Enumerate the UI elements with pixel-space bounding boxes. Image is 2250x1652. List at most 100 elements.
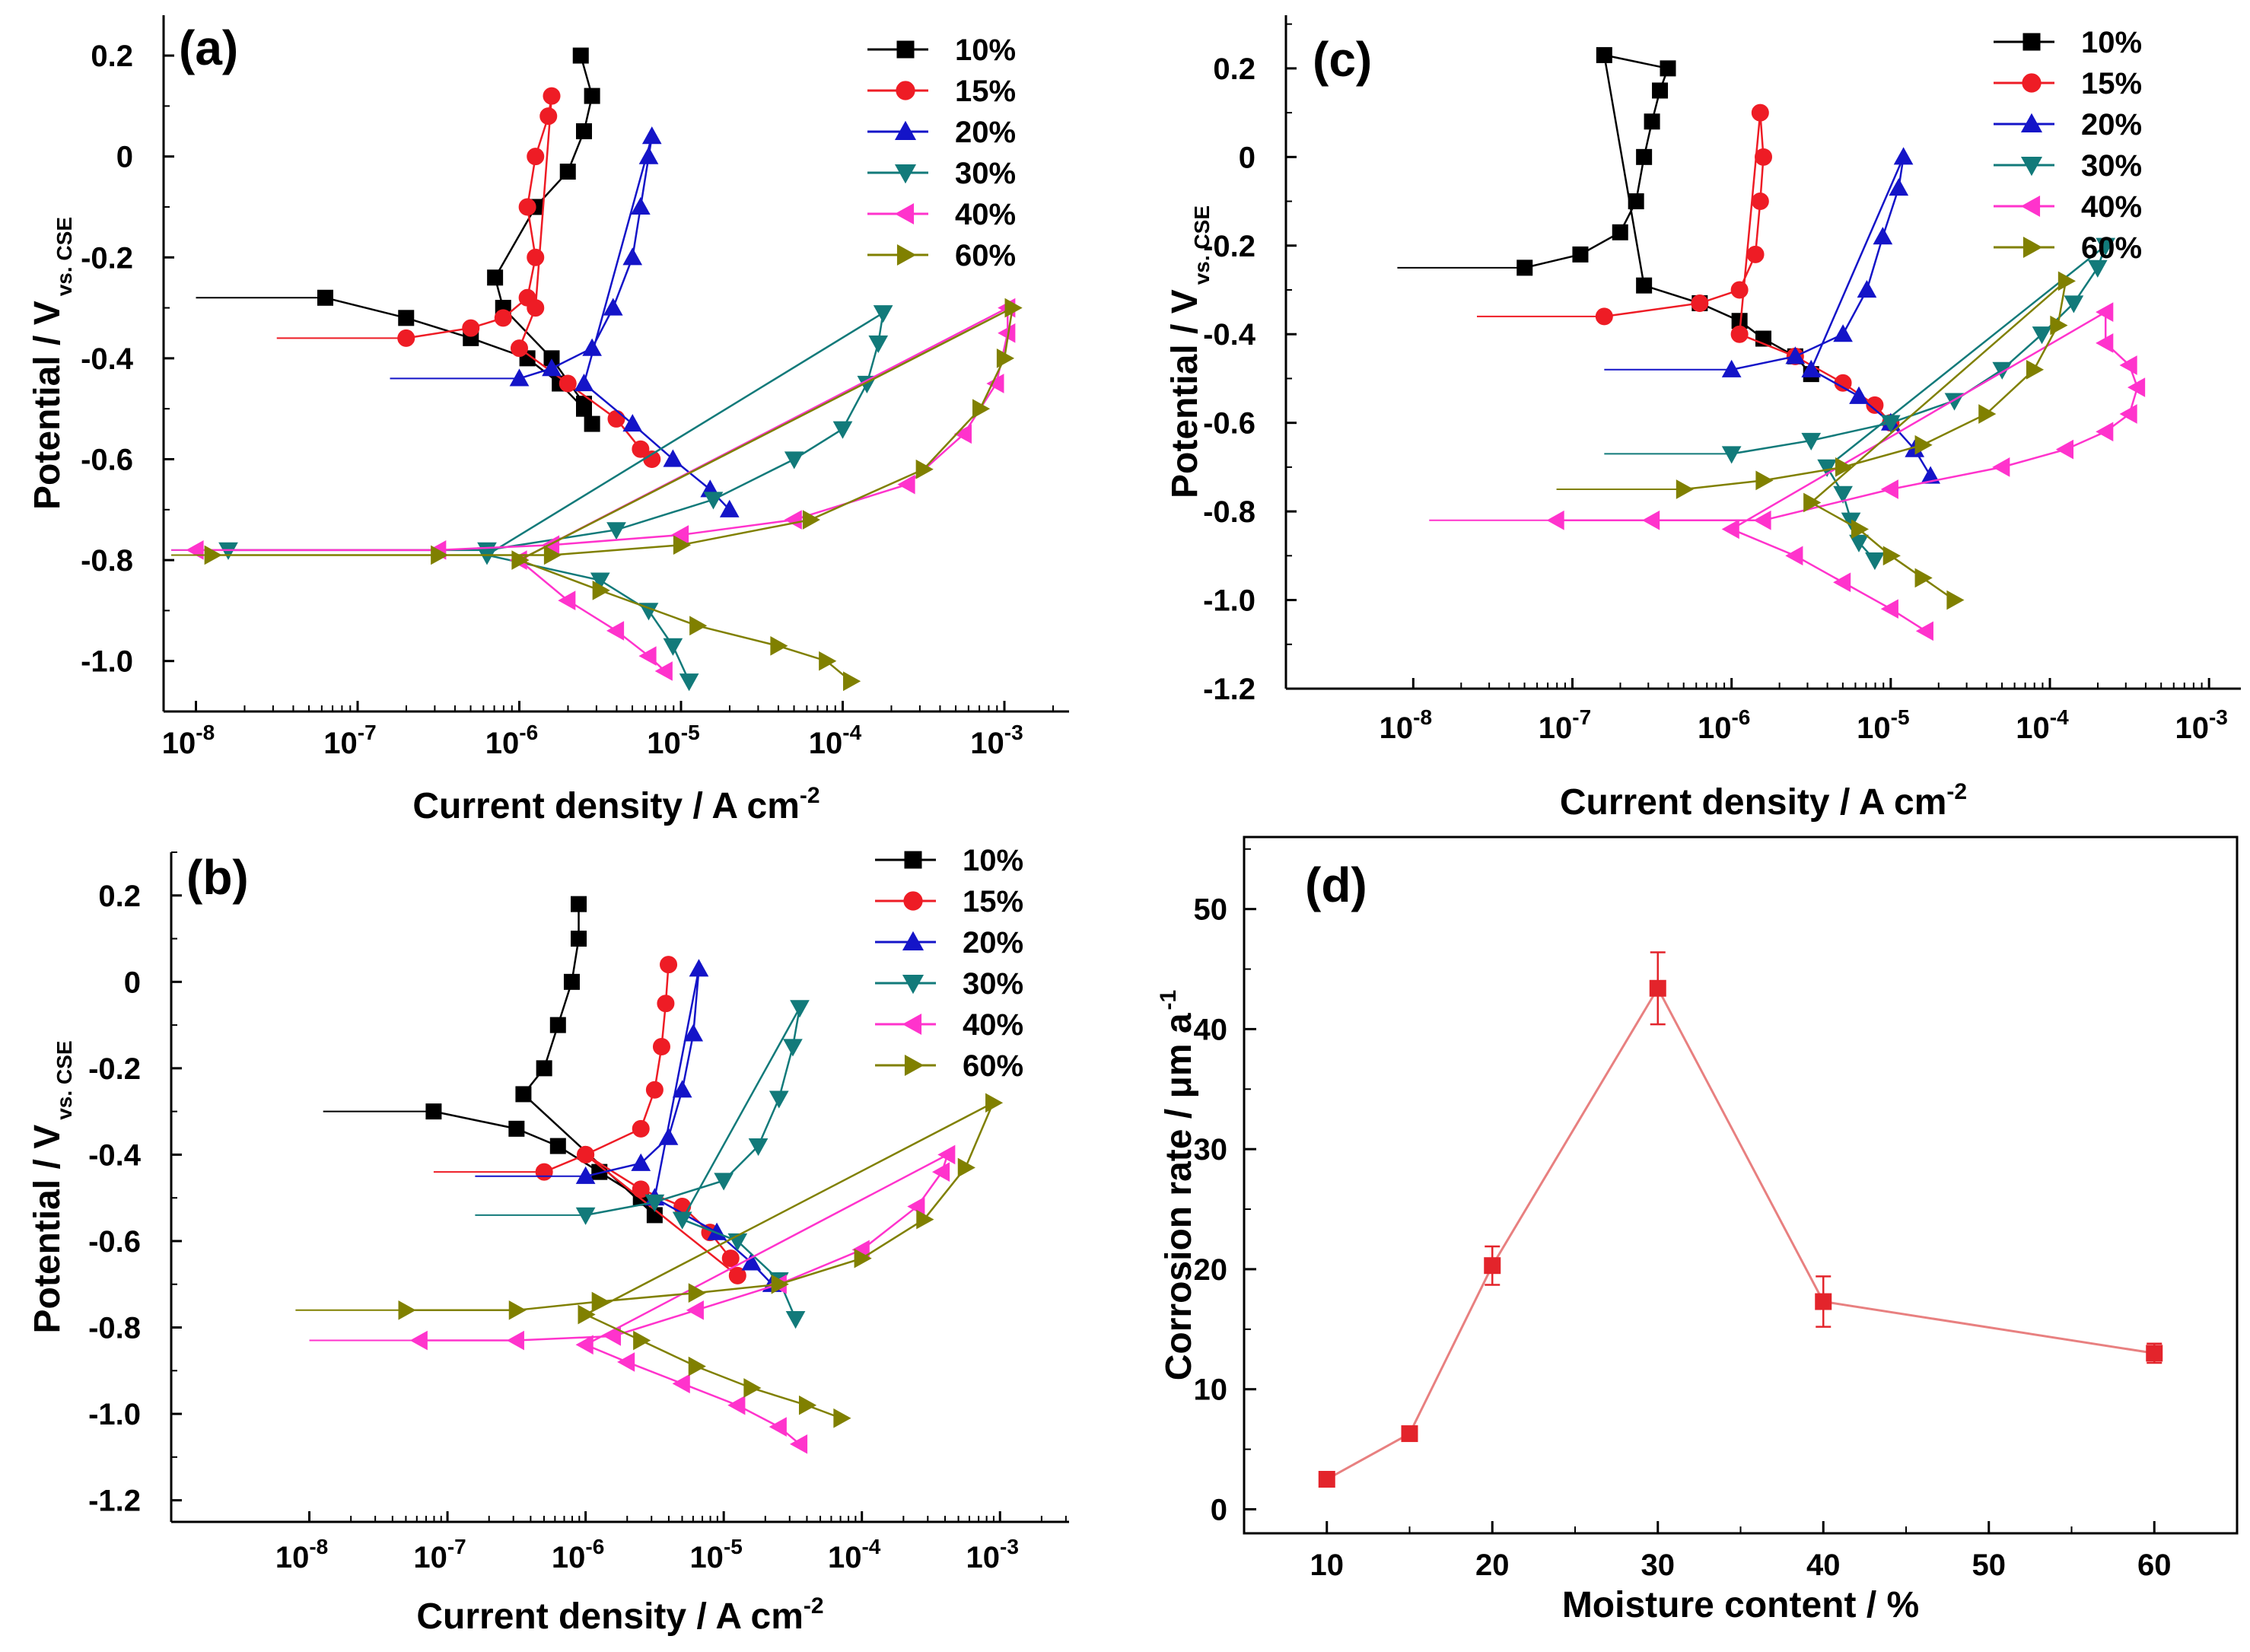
- data-point: [571, 931, 587, 947]
- legend-label: 10%: [955, 33, 1016, 67]
- y-tick-label: 0: [1211, 1493, 1227, 1526]
- data-point: [663, 638, 683, 656]
- data-point: [689, 959, 709, 977]
- data-point: [1992, 361, 2013, 380]
- x-tick-exponent: -7: [1572, 705, 1591, 729]
- y-tick-label: 40: [1194, 1013, 1228, 1046]
- x-tick-base: 10: [970, 727, 1004, 760]
- legend-marker: [2022, 33, 2041, 51]
- data-point: [1849, 534, 1869, 552]
- data-point: [1642, 510, 1660, 530]
- data-point: [657, 995, 675, 1013]
- legend-item: 20%: [875, 926, 1023, 960]
- x-tick-label: 10-6: [1698, 705, 1750, 745]
- data-point: [672, 1211, 692, 1230]
- data-point: [1755, 470, 1774, 491]
- x-tick-exponent: -3: [2209, 705, 2228, 729]
- data-point: [916, 1209, 934, 1230]
- x-tick-exponent: -6: [585, 1535, 604, 1558]
- data-point: [617, 1352, 635, 1372]
- y-tick-label: -1.2: [1203, 673, 1255, 706]
- data-point: [1880, 599, 1898, 619]
- x-tick-exponent: -7: [447, 1535, 466, 1558]
- y-tick-label: -0.2: [81, 241, 133, 275]
- data-point: [1691, 294, 1709, 312]
- data-point: [985, 1093, 1004, 1113]
- data-point: [622, 414, 643, 432]
- x-axis-title: Current density / A cm-2: [416, 1593, 823, 1637]
- legend-label: 15%: [955, 75, 1016, 108]
- x-tick-base: 10: [2175, 711, 2209, 745]
- x-axis-title: Current density / A cm-2: [412, 783, 819, 826]
- legend-label: 30%: [955, 157, 1016, 190]
- data-point: [543, 87, 561, 105]
- series-10pct: [323, 896, 663, 1224]
- legend-item: 20%: [867, 116, 1016, 149]
- data-point: [606, 621, 625, 641]
- legend-item: 60%: [1994, 231, 2142, 265]
- legend-item: 40%: [867, 198, 1016, 231]
- data-point: [576, 123, 592, 139]
- x-tick-exponent: -5: [681, 721, 700, 744]
- data-point: [802, 510, 821, 530]
- legend: 10% 15% 20% 30% 40% 60%: [875, 844, 1023, 1083]
- x-tick-exponent: -5: [724, 1535, 743, 1558]
- data-point: [679, 673, 699, 692]
- legend-label: 10%: [2081, 26, 2142, 59]
- data-point: [1652, 82, 1669, 99]
- data-point: [721, 1249, 740, 1268]
- series-40pct: [1429, 302, 2146, 641]
- data-point: [748, 1138, 769, 1157]
- x-tick-label: 10-5: [1857, 705, 1909, 745]
- legend-marker: [904, 1054, 925, 1077]
- data-point: [1803, 492, 1822, 513]
- panel-b: 0.20-0.2-0.4-0.6-0.8-1.0-1.210-8 10-7 10-6…: [27, 844, 1069, 1637]
- data-point: [186, 540, 204, 560]
- data-point: [1921, 466, 1940, 484]
- y-axis-title-sub: vs. CSE: [1190, 205, 1214, 285]
- data-point: [1880, 415, 1901, 433]
- data-point: [1834, 374, 1852, 392]
- data-point: [2096, 422, 2114, 442]
- x-tick-label: 10-4: [828, 1535, 881, 1574]
- legend-marker: [896, 40, 915, 59]
- series-line: [212, 306, 1014, 683]
- legend-marker: [2020, 156, 2043, 177]
- data-point: [398, 1300, 416, 1320]
- data-point: [631, 196, 651, 215]
- data-point: [582, 338, 602, 356]
- data-point: [996, 349, 1015, 368]
- legend-item: 10%: [875, 844, 1023, 877]
- series-20pct: [390, 126, 740, 517]
- series-15pct: [1477, 103, 1900, 432]
- data-point: [1004, 298, 1023, 318]
- x-tick-base: 10: [552, 1541, 586, 1574]
- data-point: [603, 298, 623, 316]
- legend-marker: [904, 851, 922, 869]
- data-point: [672, 1080, 692, 1098]
- data-point: [972, 399, 991, 419]
- data-point: [1676, 479, 1694, 499]
- series-10pct: [196, 47, 600, 432]
- series-line: [406, 1100, 995, 1419]
- data-point: [673, 535, 692, 555]
- y-tick-label: -0.8: [88, 1312, 141, 1345]
- data-point: [559, 164, 576, 180]
- data-point: [1636, 148, 1653, 165]
- legend-label: 20%: [955, 116, 1016, 149]
- data-point: [843, 671, 861, 692]
- legend-item: 40%: [875, 1008, 1023, 1042]
- x-axis-title-sup: -2: [800, 783, 820, 808]
- x-tick-base: 10: [1539, 711, 1573, 745]
- data-point: [317, 289, 333, 306]
- data-point: [907, 1196, 925, 1217]
- data-point: [591, 1291, 609, 1312]
- legend-item: 60%: [867, 239, 1016, 272]
- x-tick-exponent: -4: [861, 1535, 880, 1558]
- data-point: [539, 107, 558, 126]
- data-point: [571, 896, 587, 912]
- data-point: [689, 616, 708, 636]
- legend-label: 15%: [963, 885, 1023, 918]
- y-tick-label: -0.4: [81, 342, 134, 376]
